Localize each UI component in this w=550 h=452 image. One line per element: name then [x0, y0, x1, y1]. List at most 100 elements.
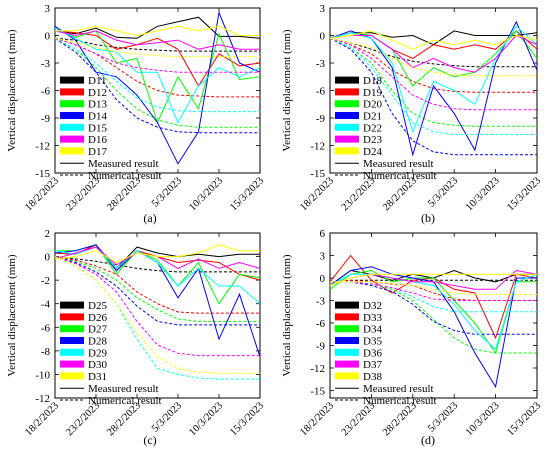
legend-label: D36 [363, 347, 382, 359]
legend-measured-label: Measured result [88, 383, 159, 395]
legend-swatch [60, 348, 84, 356]
y-axis-label: Vertical displacement (mm) [281, 254, 293, 377]
y-axis-label: Vertical displacement (mm) [6, 254, 18, 377]
legend-swatch [60, 147, 84, 155]
legend-swatch [335, 372, 359, 380]
y-tick-label: -12 [310, 363, 325, 375]
numerical-line-d27 [54, 256, 260, 322]
legend-swatch [335, 147, 359, 155]
panel-caption: (d) [421, 433, 435, 447]
y-axis-label: Vertical displacement (mm) [281, 29, 293, 152]
legend-label: D27 [88, 324, 107, 336]
numerical-line-d30 [54, 256, 260, 357]
y-tick-label: -8 [41, 346, 51, 358]
legend-swatch [60, 337, 84, 344]
numerical-line-d29 [54, 256, 260, 380]
legend-swatch [60, 76, 84, 84]
x-tick-label: 15/3/2023 [228, 175, 266, 213]
x-tick-label: 18/2/2023 [298, 175, 336, 213]
legend-label: D15 [88, 122, 107, 134]
measured-line-d24 [329, 30, 538, 50]
legend-swatch [335, 76, 359, 84]
legend-swatch [335, 100, 359, 108]
y-tick-label: 0 [320, 31, 326, 43]
measured-line-d17 [55, 25, 260, 37]
y-tick-label: -15 [310, 386, 325, 398]
x-tick-label: 15/3/2023 [505, 400, 543, 438]
legend-label: D11 [88, 75, 107, 87]
legend-measured-label: Measured result [88, 158, 159, 170]
measured-line-d31 [54, 244, 260, 264]
numerical-line-d22 [329, 37, 537, 135]
legend-swatch [335, 88, 359, 96]
x-tick-label: 10/3/2023 [464, 175, 502, 213]
y-tick-label: -4 [41, 299, 51, 311]
legend-label: D16 [88, 134, 107, 146]
legend-swatch [60, 325, 84, 333]
x-tick-label: 18/2/2023 [298, 400, 336, 438]
legend-swatch [335, 348, 359, 356]
y-tick-label: -2 [41, 275, 50, 287]
legend-swatch [60, 313, 84, 321]
legend-label: D12 [88, 87, 107, 99]
legend-measured-label: Measured result [363, 383, 434, 395]
y-tick-label: -3 [316, 296, 326, 308]
legend-label: D13 [88, 99, 107, 111]
y-axis-label: Vertical displacement (mm) [6, 29, 18, 152]
y-tick-label: -6 [41, 86, 51, 98]
legend-label: D23 [363, 134, 382, 146]
legend-numerical-label: Numerical result [88, 395, 162, 407]
legend-label: D38 [363, 371, 382, 383]
measured-line-d16 [54, 30, 260, 50]
x-tick-label: 18/2/2023 [23, 175, 61, 213]
y-tick-label: 0 [320, 273, 326, 285]
measured-line-d36 [329, 273, 538, 351]
legend-label: D35 [363, 336, 382, 348]
y-tick-label: -10 [35, 369, 50, 381]
y-tick-label: 2 [45, 228, 51, 240]
legend-label: D19 [363, 87, 382, 99]
numerical-line-d20 [329, 37, 537, 127]
y-tick-label: -6 [316, 318, 326, 330]
y-tick-label: 0 [45, 31, 51, 43]
y-tick-label: -9 [316, 341, 326, 353]
y-tick-label: 0 [45, 252, 51, 264]
y-tick-label: -6 [316, 86, 326, 98]
y-tick-label: -12 [310, 141, 325, 153]
measured-line-d38 [329, 273, 537, 286]
numerical-line-d35 [330, 281, 537, 335]
y-tick-label: -9 [41, 113, 51, 125]
y-tick-label: -3 [316, 58, 326, 70]
y-tick-label: -15 [310, 168, 325, 180]
numerical-line-d26 [54, 256, 260, 314]
legend-swatch [60, 88, 84, 96]
numerical-line-d31 [54, 256, 260, 374]
legend-label: D32 [363, 300, 382, 312]
legend-label: D21 [363, 111, 382, 123]
legend-numerical-label: Numerical result [88, 170, 162, 182]
legend-label: D22 [363, 122, 382, 134]
legend-swatch [335, 112, 359, 119]
x-tick-label: 18/2/2023 [23, 400, 61, 438]
y-tick-label: -12 [35, 141, 50, 153]
numerical-line-d32 [329, 279, 537, 283]
x-tick-label: 10/3/2023 [464, 400, 502, 438]
numerical-line-d21 [329, 37, 537, 156]
numerical-line-d25 [54, 256, 260, 273]
measured-line-d12 [54, 30, 261, 87]
y-tick-label: 6 [320, 228, 326, 240]
legend-label: D31 [88, 371, 107, 383]
numerical-line-d15 [54, 37, 260, 113]
y-tick-label: -15 [35, 168, 50, 180]
y-tick-label: -9 [316, 113, 326, 125]
legend-swatch [60, 112, 84, 119]
measured-line-d15 [54, 27, 261, 124]
legend-label: D17 [88, 146, 107, 158]
legend-swatch [335, 337, 359, 344]
legend-label: D34 [363, 324, 382, 336]
legend-swatch [335, 313, 359, 321]
legend-swatch [335, 360, 359, 368]
